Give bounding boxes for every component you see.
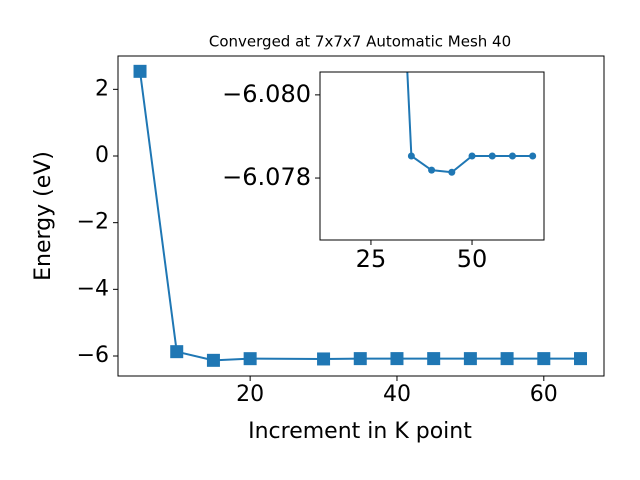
marker [390, 352, 404, 366]
axes-frame [117, 55, 605, 377]
chart-title: Converged at 7x7x7 Automatic Mesh 40 [209, 33, 511, 51]
axes-frame [319, 71, 545, 241]
y-tick-label: 2 [95, 76, 109, 101]
x-tick-label: 50 [457, 245, 488, 273]
marker [428, 166, 436, 174]
marker [574, 352, 588, 366]
marker [317, 352, 331, 366]
marker [243, 352, 257, 366]
marker [537, 352, 551, 366]
marker [353, 352, 367, 366]
y-tick-label: −2 [77, 210, 109, 235]
y-tick-label: −6.080 [222, 80, 311, 108]
y-tick-label: 0 [95, 143, 109, 168]
y-tick-label: −6 [77, 343, 109, 368]
marker [407, 152, 415, 160]
x-tick-label: 25 [356, 245, 387, 273]
marker [463, 352, 477, 366]
plot-area [406, 72, 537, 176]
marker [170, 345, 184, 359]
marker [133, 64, 147, 78]
x-tick-label: 40 [383, 382, 411, 407]
y-tick-label: −4 [77, 276, 109, 301]
marker [206, 353, 220, 367]
plot-area [133, 64, 588, 367]
y-axis-label: Energy (eV) [31, 151, 56, 281]
y-tick-label: −6.078 [222, 163, 311, 191]
x-tick-label: 60 [530, 382, 558, 407]
x-axis-label: Increment in K point [248, 419, 472, 444]
marker [468, 152, 476, 160]
marker [529, 152, 537, 160]
marker [500, 352, 514, 366]
marker [508, 152, 516, 160]
marker [448, 168, 456, 176]
x-tick-label: 20 [236, 382, 264, 407]
marker [488, 152, 496, 160]
marker [427, 352, 441, 366]
